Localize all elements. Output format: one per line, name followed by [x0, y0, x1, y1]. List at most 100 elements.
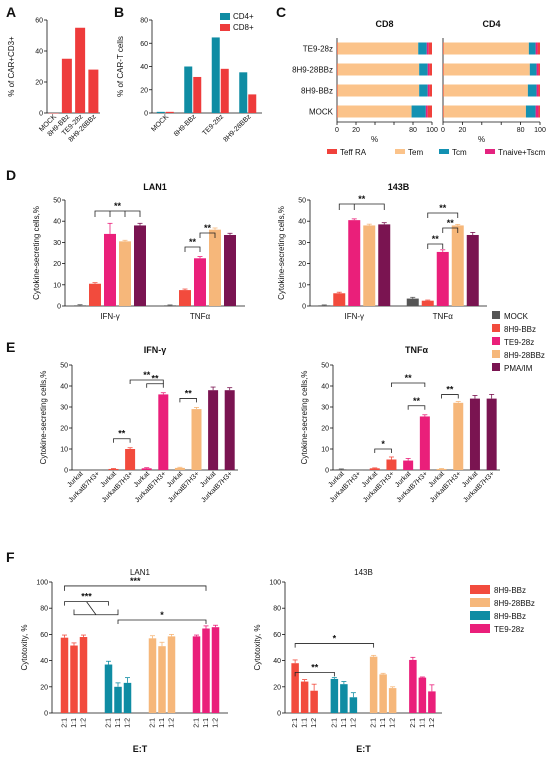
significance-label: ** — [185, 388, 193, 398]
bar — [224, 390, 235, 470]
subplot-title: IFN-γ — [144, 345, 167, 355]
x-tick-label: 2:1 — [150, 718, 157, 728]
legend-swatch — [470, 624, 490, 633]
bar — [60, 637, 69, 713]
legend-label: 8H9-BBz — [494, 612, 526, 621]
bar — [174, 467, 185, 470]
significance-label: ** — [446, 385, 454, 395]
bar — [466, 234, 479, 306]
bar — [409, 659, 417, 713]
bar — [349, 697, 358, 713]
bar — [88, 69, 99, 113]
bar — [141, 468, 152, 470]
stack-segment — [419, 84, 428, 97]
x-tick-label: 1:1 — [419, 718, 426, 728]
legend-label: 8H9-28BBz — [494, 599, 535, 608]
y-tick-label: 0 — [144, 111, 148, 118]
bar — [451, 225, 464, 306]
significance-label: * — [333, 634, 337, 644]
bar — [125, 449, 136, 470]
bar — [164, 305, 176, 306]
stack-segment — [443, 105, 526, 118]
legend-swatch — [470, 585, 490, 594]
bar — [419, 416, 430, 470]
x-tick-label: 8H9-BBz — [173, 113, 198, 138]
stack-segment — [443, 42, 529, 55]
panel-letter-f: F — [6, 549, 15, 565]
bar — [61, 58, 72, 113]
legend-label: Tnaive+Tscm — [498, 148, 546, 157]
panel-letter-d: D — [6, 167, 16, 183]
y-tick-label: 40 — [53, 219, 61, 226]
significance-label: ** — [151, 374, 159, 384]
significance-bracket — [117, 619, 207, 624]
bar — [184, 66, 193, 113]
stack-segment — [536, 63, 539, 76]
y-axis-label: % of CAR+CD3+ — [7, 36, 16, 97]
legend-label: Tem — [408, 148, 423, 157]
y-tick-label: 100 — [269, 580, 281, 587]
x-axis-label: % — [478, 135, 485, 144]
stack-segment — [427, 84, 430, 97]
legend-swatch — [492, 363, 500, 371]
y-tick-label: 40 — [60, 384, 68, 391]
x-tick-label: 100 — [426, 127, 438, 134]
y-tick-label: 10 — [53, 282, 61, 289]
bar — [211, 627, 220, 713]
bar — [104, 233, 116, 306]
x-tick-label: 0 — [441, 127, 445, 134]
panel-e: E IFN-γ Cytokine-secreting cells,% 0 10 20 30 4… — [6, 339, 500, 504]
x-tick-label: 1:2 — [390, 718, 397, 728]
y-tick-label: 80 — [273, 606, 281, 613]
x-tick-label: 20 — [352, 127, 360, 134]
bar — [330, 678, 339, 713]
y-tick-label: MOCK — [309, 108, 334, 117]
y-tick-label: 30 — [60, 405, 68, 412]
x-tick-label: 1:1 — [341, 718, 348, 728]
bar — [134, 225, 146, 306]
x-tick-label: 2:1 — [62, 718, 69, 728]
legend-swatch — [395, 149, 405, 154]
bar — [436, 468, 447, 470]
bar — [74, 305, 86, 306]
bar — [453, 402, 464, 470]
bar — [300, 681, 309, 713]
legend-label: Tcm — [452, 148, 467, 157]
significance-bracket — [146, 383, 164, 388]
bar — [388, 688, 397, 713]
y-tick-label: 20 — [321, 426, 329, 433]
bar — [104, 664, 113, 713]
y-tick-label: 20 — [140, 87, 148, 94]
stack-segment — [425, 105, 428, 118]
bar — [108, 468, 119, 470]
x-tick-label: 80 — [409, 127, 417, 134]
bar — [224, 234, 236, 306]
significance-bracket — [73, 609, 119, 616]
significance-bracket — [374, 448, 392, 453]
x-tick-label: 1:1 — [203, 718, 210, 728]
bar — [79, 637, 88, 713]
bar — [158, 646, 166, 713]
significance-bracket — [442, 227, 459, 233]
legend-label: CD4+ — [233, 12, 254, 21]
y-tick-label: 100 — [36, 580, 48, 587]
y-tick-label: 0 — [64, 468, 68, 475]
x-tick-label: 1:2 — [213, 718, 220, 728]
x-tick-label: 2:1 — [106, 718, 113, 728]
y-tick-label: 20 — [298, 261, 306, 268]
x-tick-label: 1:2 — [350, 718, 357, 728]
bar — [348, 220, 361, 306]
bar — [336, 469, 347, 470]
y-tick-label: 30 — [321, 405, 329, 412]
significance-label: ** — [439, 203, 447, 213]
y-tick-label: 30 — [53, 240, 61, 247]
legend-label: 8H9-BBz — [504, 325, 536, 334]
stack-segment — [419, 63, 428, 76]
x-tick-label: 80 — [517, 127, 525, 134]
significance-bracket — [427, 212, 459, 218]
subplot-title: LAN1 — [130, 568, 151, 577]
x-tick-label: 20 — [459, 127, 467, 134]
bar — [114, 686, 122, 713]
